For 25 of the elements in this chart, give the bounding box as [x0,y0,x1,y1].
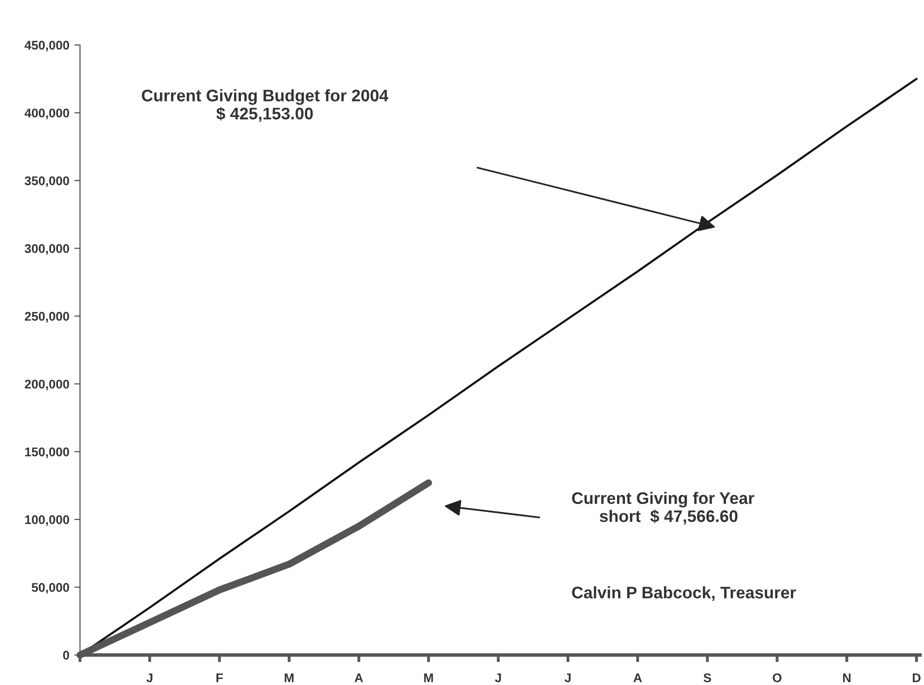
y-tick-label: 450,000 [24,40,70,52]
x-tick-label: O [772,673,782,682]
x-tick-label: M [284,674,294,682]
x-tick-label: A [354,674,364,682]
x-tick-label: A [633,674,642,682]
x-tick-label: N [843,674,850,682]
y-tick-label: 300,000 [24,244,70,255]
y-tick-label: 250,000 [24,312,70,323]
x-tick-label: F [216,674,223,682]
y-tick-label: 100,000 [25,515,70,526]
y-tick-label: 150,000 [25,447,70,458]
annotation: Calvin P Babcock, Treasurer [572,586,796,601]
y-tick-label: 400,000 [24,108,70,120]
y-tick-label: 50,000 [32,583,70,594]
x-tick-label: M [424,674,433,682]
x-tick-label: J [494,674,501,682]
x-tick-label: J [564,674,571,682]
x-tick-label: D [912,674,921,682]
annotation: Current Giving Budget for 2004 $ 425,153.00 [142,89,388,122]
x-tick-label: J [146,674,152,682]
annotation: Current Giving for Year short $ 47,566.60 [572,492,754,525]
y-tick-label: 200,000 [24,380,70,390]
y-tick-label: 350,000 [24,176,70,188]
x-tick-label: S [704,673,712,682]
y-tick-label: 0 [63,650,70,660]
